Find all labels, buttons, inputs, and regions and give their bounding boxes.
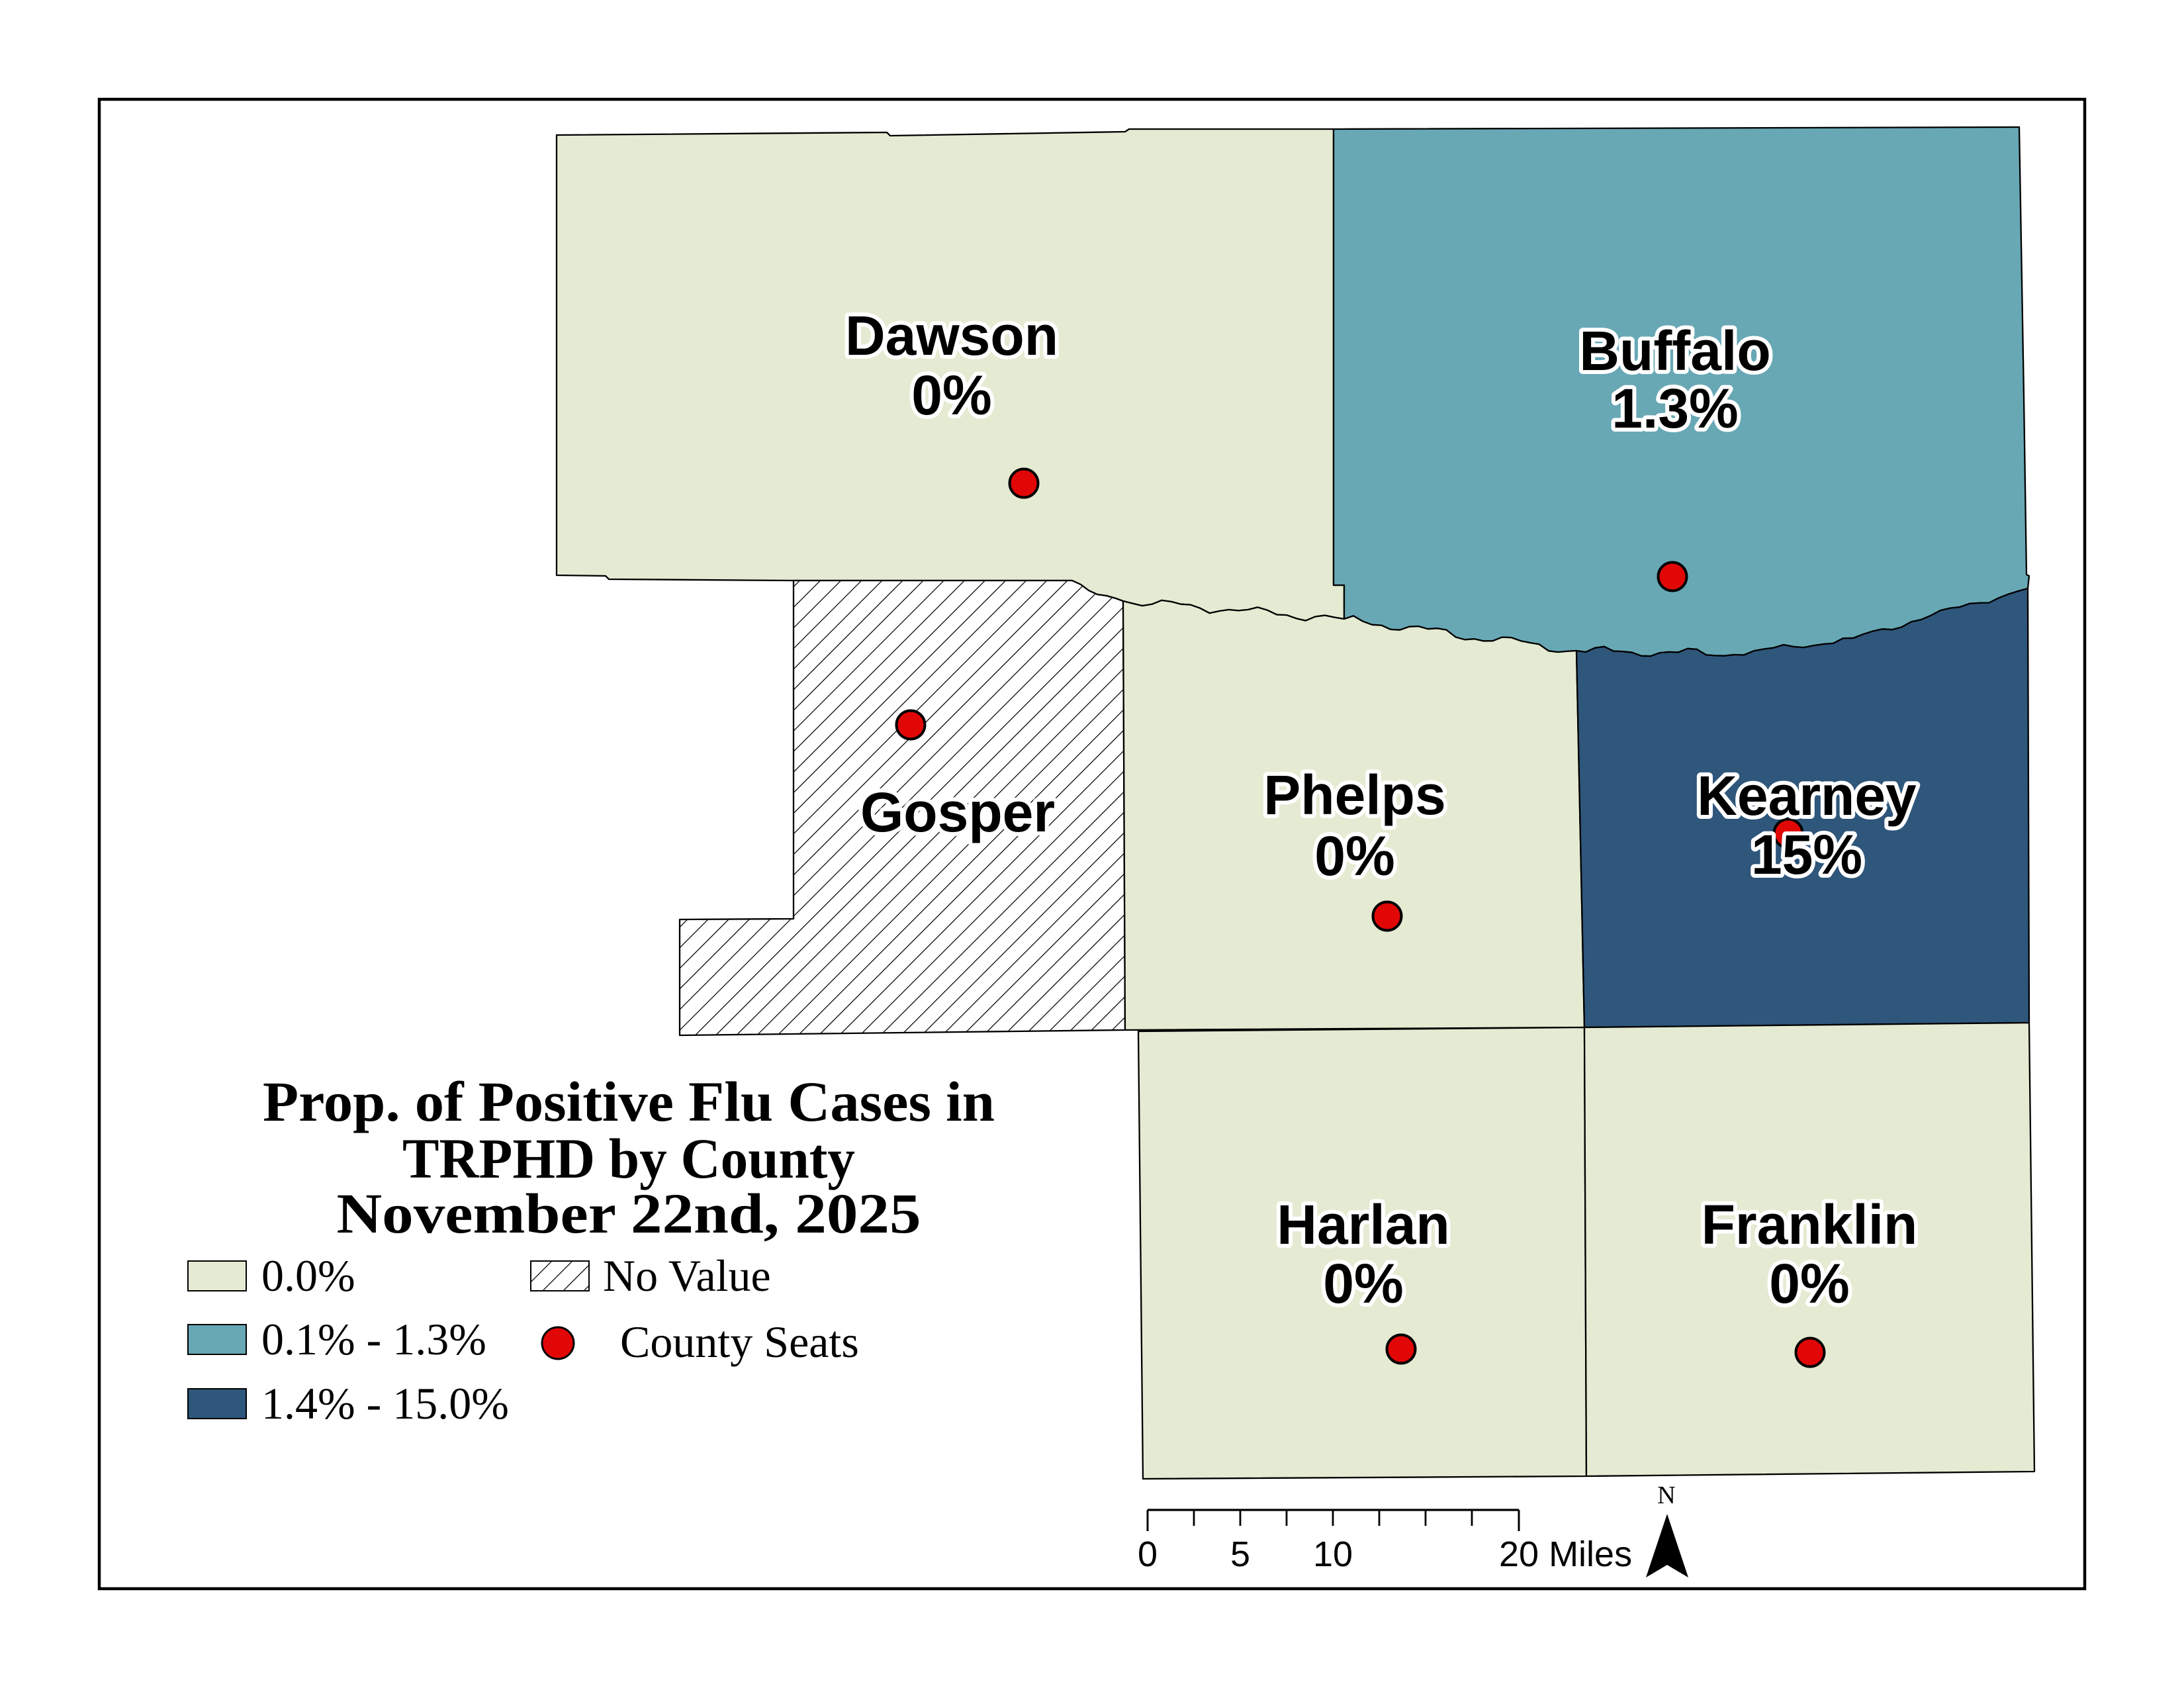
svg-text:20 Miles: 20 Miles <box>1499 1534 1632 1574</box>
svg-text:0%: 0% <box>911 364 991 426</box>
svg-text:0%: 0% <box>1769 1252 1849 1315</box>
svg-text:0: 0 <box>1138 1534 1158 1574</box>
svg-text:TRPHD by County: TRPHD by County <box>402 1127 855 1190</box>
svg-text:No Value: No Value <box>603 1250 771 1301</box>
svg-text:Buffalo: Buffalo <box>1579 320 1770 382</box>
svg-text:0.0%: 0.0% <box>261 1250 355 1301</box>
svg-text:Franklin: Franklin <box>1702 1194 1918 1256</box>
svg-text:10: 10 <box>1313 1534 1353 1574</box>
svg-text:0%: 0% <box>1314 825 1394 887</box>
svg-text:Harlan: Harlan <box>1277 1194 1449 1256</box>
svg-text:Gosper: Gosper <box>860 781 1055 843</box>
svg-text:5: 5 <box>1230 1534 1250 1574</box>
svg-text:Phelps: Phelps <box>1263 764 1445 826</box>
svg-text:Dawson: Dawson <box>845 305 1058 367</box>
svg-text:November 22nd, 2025: November 22nd, 2025 <box>337 1182 921 1245</box>
svg-text:0%: 0% <box>1323 1252 1403 1315</box>
svg-text:County Seats: County Seats <box>620 1317 859 1367</box>
svg-text:N: N <box>1657 1481 1675 1509</box>
svg-text:1.4% - 15.0%: 1.4% - 15.0% <box>261 1378 509 1429</box>
svg-text:Kearney: Kearney <box>1697 765 1917 827</box>
svg-text:15%: 15% <box>1751 823 1862 886</box>
svg-text:Prop. of Positive Flu Cases in: Prop. of Positive Flu Cases in <box>263 1070 995 1133</box>
svg-text:0.1% - 1.3%: 0.1% - 1.3% <box>261 1314 486 1364</box>
svg-text:1.3%: 1.3% <box>1612 377 1738 440</box>
